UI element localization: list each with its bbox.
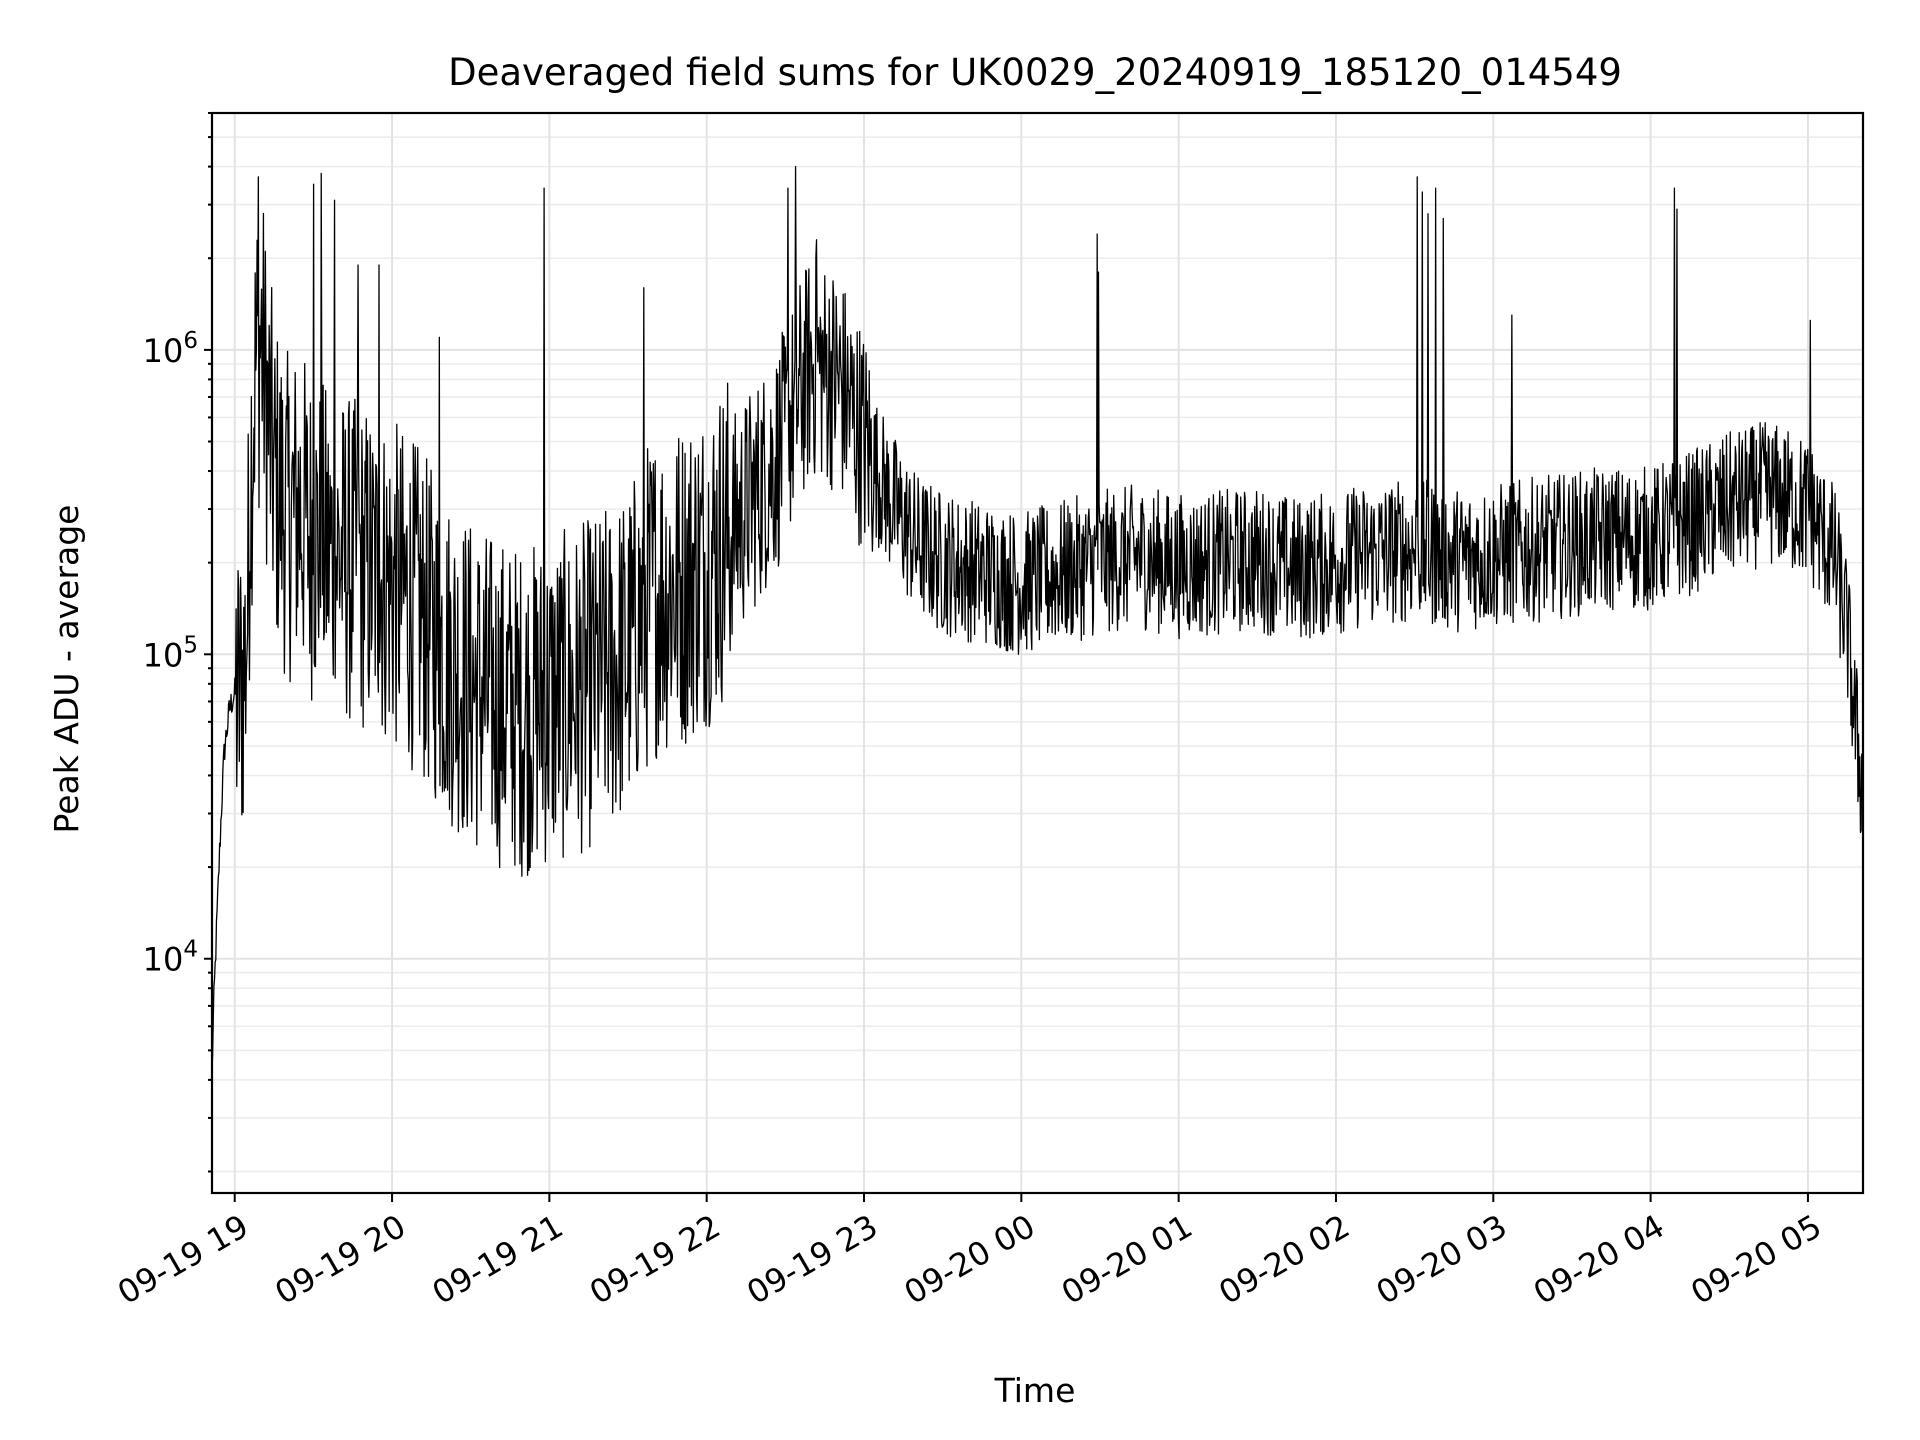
- y-axis-label: Peak ADU - average: [47, 505, 86, 834]
- chart-title: Deaveraged field sums for UK0029_2024091…: [448, 51, 1622, 94]
- y-tick-label: 104: [143, 937, 198, 979]
- ticks: [204, 112, 1809, 1202]
- series-line: [211, 165, 1864, 1069]
- y-tick-label: 106: [143, 328, 198, 370]
- series-layer: [211, 165, 1864, 1069]
- plot-frame: [210, 111, 1865, 1195]
- x-axis-label: Time: [994, 1371, 1076, 1410]
- grid: [212, 112, 1863, 1193]
- y-tick-label: 105: [143, 632, 198, 674]
